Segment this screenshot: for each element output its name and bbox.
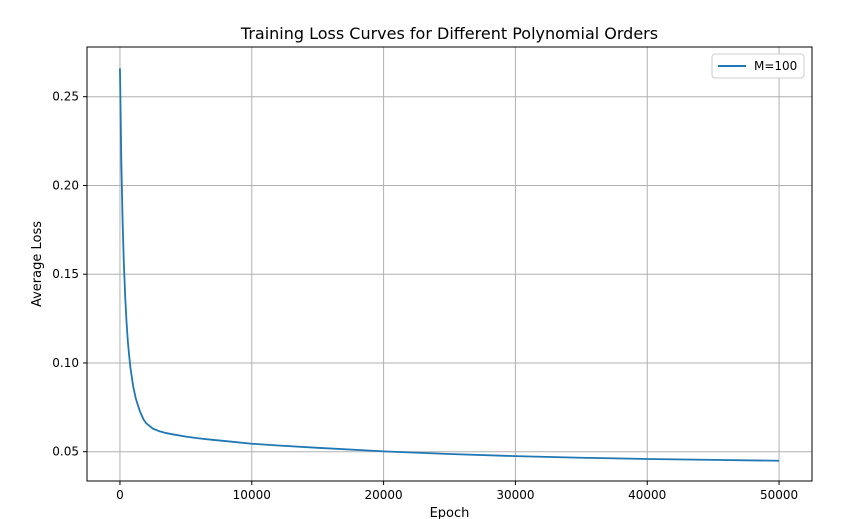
x-axis-label: Epoch [430, 506, 470, 519]
legend-box [711, 53, 805, 79]
x-tick-label: 0 [116, 488, 124, 502]
x-tick-label: 10000 [233, 488, 271, 502]
axis-ticks: 0 10000 20000 30000 40000 50000 0.05 0.10 0.15 0.… [52, 90, 798, 502]
chart-title: Training Loss Curves for Different Polyn… [240, 24, 658, 43]
grid-lines [87, 47, 812, 481]
series-line [119, 68, 780, 462]
plot-frame [86, 46, 813, 482]
legend: M=100 [711, 53, 805, 79]
y-tick-label: 0.15 [52, 267, 79, 281]
legend-label: M=100 [754, 59, 797, 73]
x-tick-label: 30000 [496, 488, 534, 502]
y-tick-label: 0.10 [52, 356, 79, 370]
x-tick-label: 50000 [760, 488, 798, 502]
y-tick-label: 0.20 [52, 178, 79, 192]
x-tick-label: 20000 [364, 488, 402, 502]
x-tick-label: 40000 [628, 488, 666, 502]
series-layer [119, 68, 780, 462]
y-tick-label: 0.25 [52, 90, 79, 104]
y-tick-label: 0.05 [52, 445, 79, 459]
y-axis-label: Average Loss [30, 221, 45, 307]
